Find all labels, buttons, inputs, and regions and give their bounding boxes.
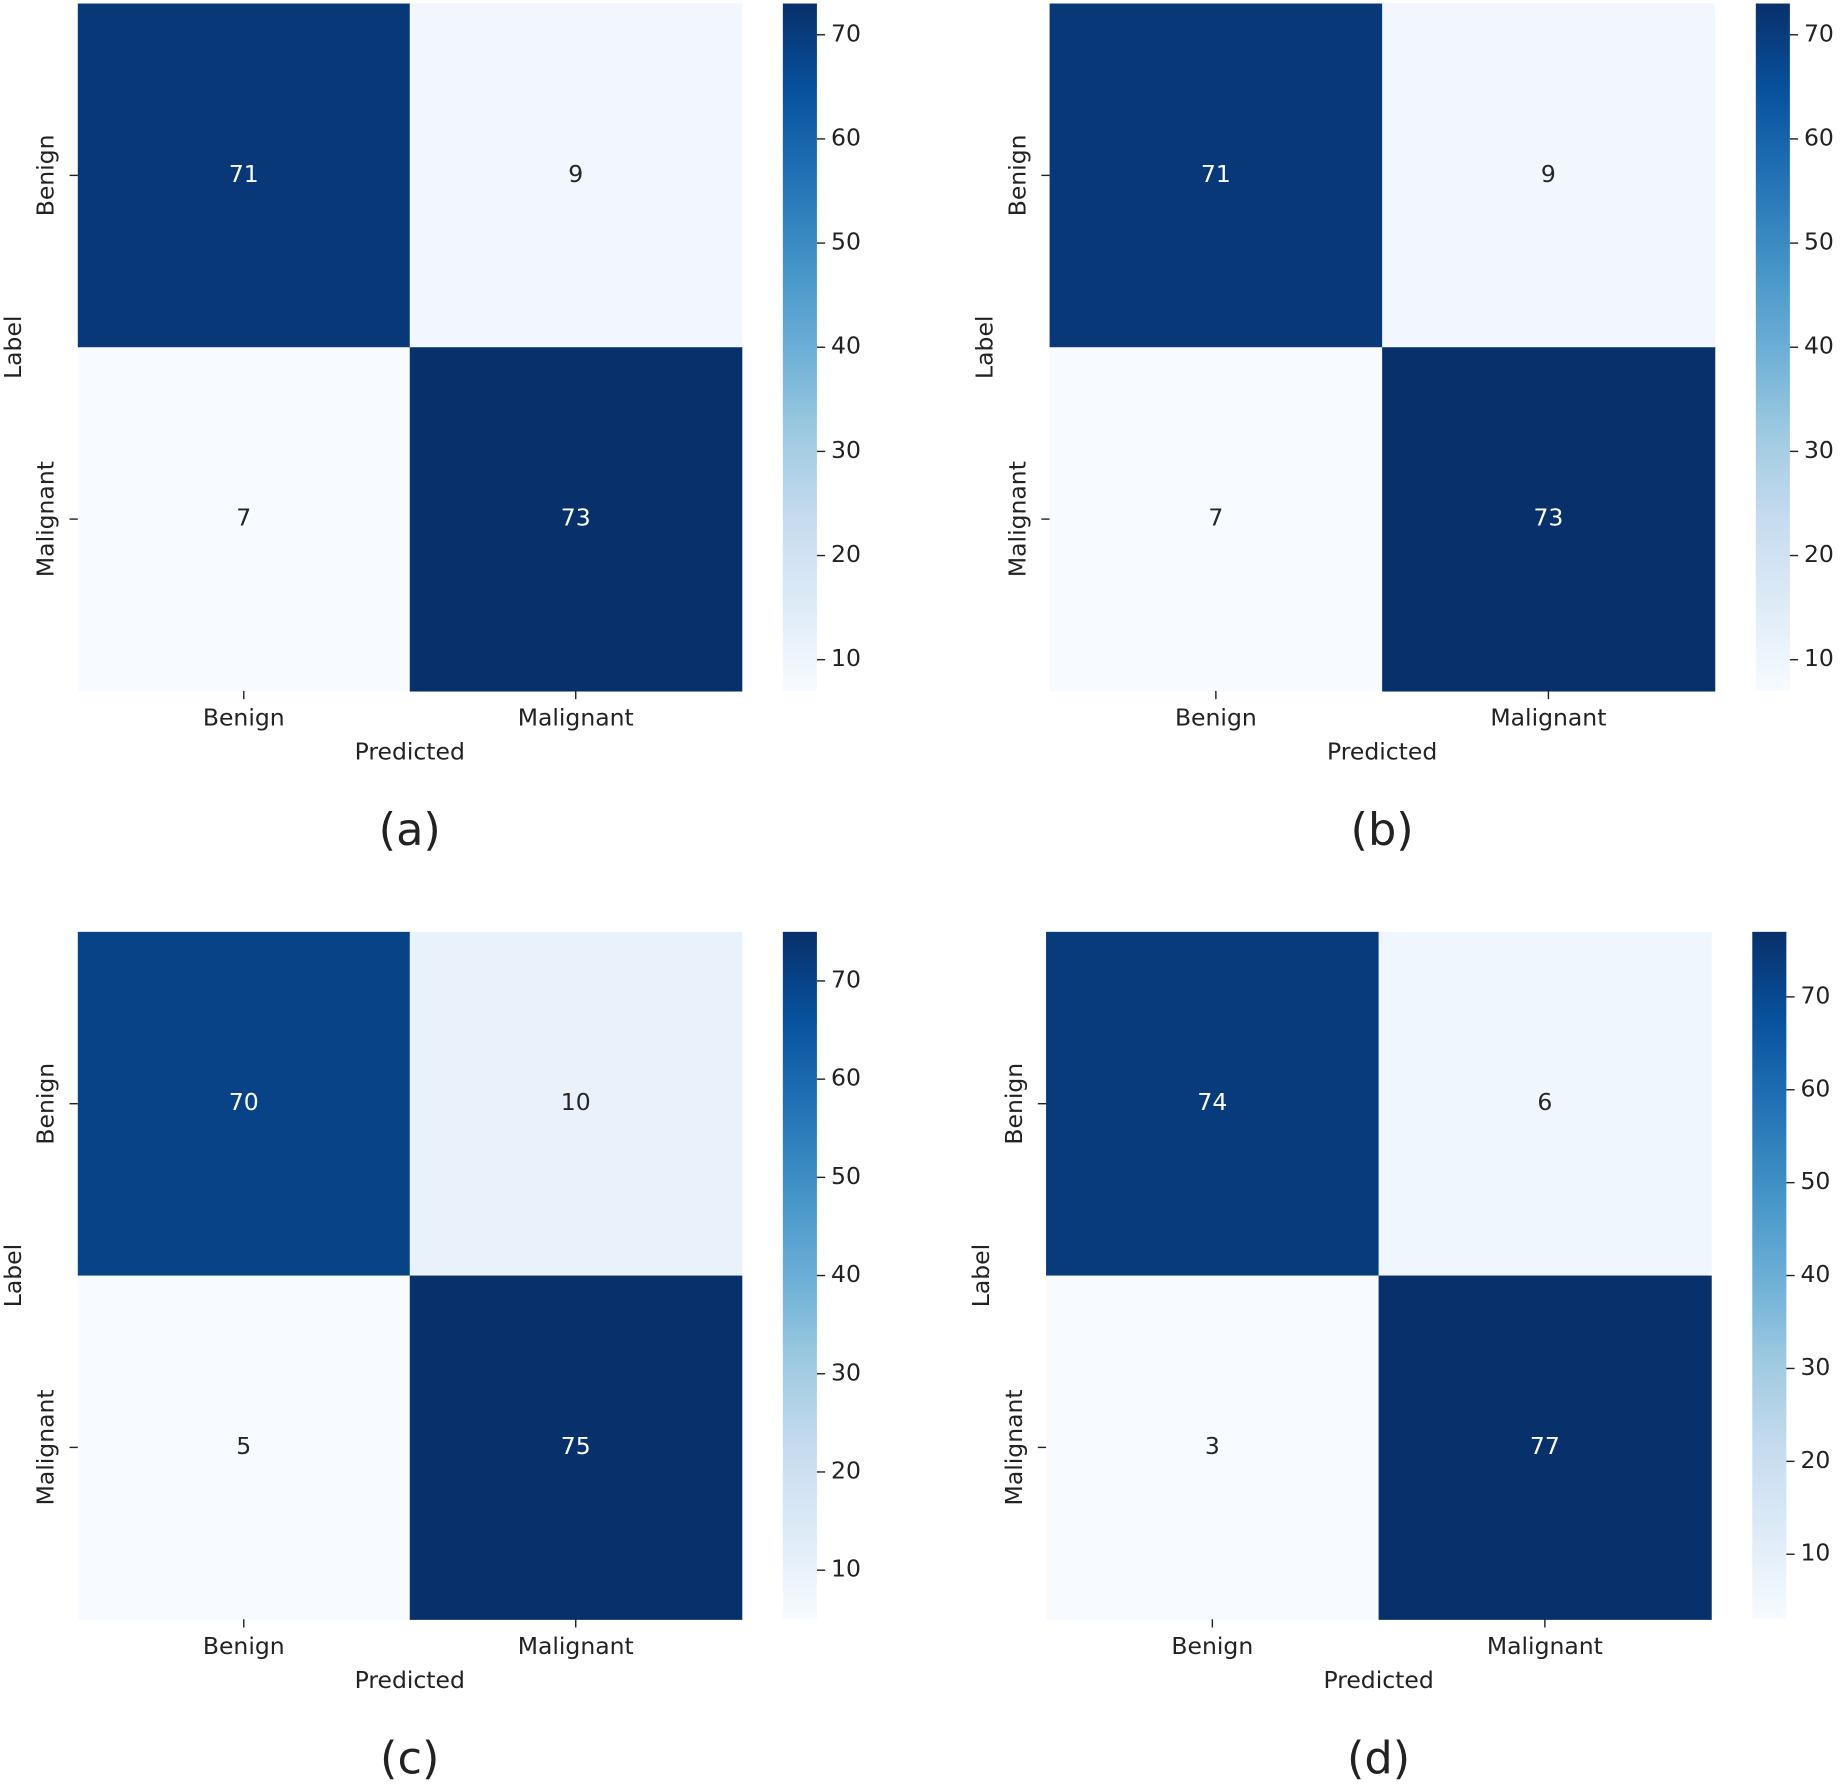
heatmap-cell <box>409 347 743 692</box>
heatmap-cell <box>1049 3 1383 348</box>
cell-label: 7 <box>236 504 251 532</box>
cell-label: 3 <box>1205 1432 1220 1460</box>
colorbar-tick-label: 70 <box>1800 981 1830 1009</box>
cell-label: 77 <box>1530 1432 1560 1460</box>
colorbar-tick-label: 50 <box>1804 228 1834 256</box>
colorbar <box>1755 3 1790 691</box>
x-tick-label: Benign <box>203 704 285 732</box>
colorbar-tick-label: 40 <box>1804 332 1834 360</box>
y-tick-label: Malignant <box>32 461 60 577</box>
x-tick-label: Benign <box>203 1632 285 1660</box>
cell-label: 6 <box>1537 1088 1552 1116</box>
cell-label: 70 <box>229 1088 259 1116</box>
panel-caption: (c) <box>380 1732 439 1784</box>
cell-label: 5 <box>236 1432 251 1460</box>
colorbar-tick-label: 60 <box>831 1064 861 1092</box>
x-tick-label: Benign <box>1175 704 1257 732</box>
colorbar-tick-label: 30 <box>831 1358 861 1386</box>
colorbar-tick-label: 70 <box>831 965 861 993</box>
cell-label: 73 <box>1533 504 1563 532</box>
colorbar-tick-label: 50 <box>831 1162 861 1190</box>
x-axis-label: Predicted <box>355 738 465 766</box>
x-tick-label: Malignant <box>1490 704 1606 732</box>
y-tick-label: Benign <box>1000 1063 1028 1145</box>
cell-label: 10 <box>561 1088 591 1116</box>
colorbar-tick-label: 20 <box>831 540 861 568</box>
colorbar <box>782 3 817 691</box>
colorbar <box>782 931 817 1620</box>
y-axis-label: Label <box>971 316 999 379</box>
colorbar-tick-label: 20 <box>1804 540 1834 568</box>
y-tick-label: Benign <box>1004 134 1032 216</box>
heatmap-cell <box>1049 347 1383 692</box>
heatmap-cell <box>1046 931 1380 1277</box>
cell-label: 9 <box>1541 160 1556 188</box>
colorbar-tick-label: 40 <box>831 332 861 360</box>
cell-label: 9 <box>568 160 583 188</box>
colorbar-tick-label: 50 <box>831 228 861 256</box>
heatmap-cell <box>1382 347 1716 692</box>
heatmap-cell <box>1046 1275 1380 1620</box>
cell-label: 71 <box>229 160 259 188</box>
colorbar-tick-label: 10 <box>1800 1539 1830 1567</box>
heatmap-cell <box>77 1275 411 1620</box>
cell-label: 71 <box>1201 160 1231 188</box>
heatmap-cell <box>409 931 743 1277</box>
y-tick-label: Benign <box>32 1063 60 1145</box>
heatmap-cell <box>77 347 411 692</box>
colorbar <box>1752 931 1787 1620</box>
cell-label: 75 <box>561 1432 591 1460</box>
heatmap-cell <box>1382 3 1716 348</box>
cell-label: 73 <box>561 504 591 532</box>
colorbar-tick-label: 30 <box>831 436 861 464</box>
colorbar-tick-label: 60 <box>1800 1074 1830 1102</box>
x-axis-label: Predicted <box>355 1666 465 1694</box>
heatmap-cell <box>1378 1275 1712 1620</box>
y-axis-label: Label <box>0 1244 27 1307</box>
heatmap-cell <box>409 1275 743 1620</box>
cell-label: 74 <box>1197 1088 1227 1116</box>
colorbar-tick-label: 60 <box>831 123 861 151</box>
heatmap-cell <box>77 931 411 1277</box>
panel-caption: (d) <box>1347 1732 1410 1784</box>
x-tick-label: Malignant <box>518 704 634 732</box>
colorbar-tick-label: 10 <box>831 644 861 672</box>
heatmap-cell <box>409 3 743 348</box>
heatmap-cell <box>1378 931 1712 1277</box>
x-tick-label: Malignant <box>518 1632 634 1660</box>
colorbar-tick-label: 70 <box>831 19 861 47</box>
colorbar-tick-label: 30 <box>1804 436 1834 464</box>
colorbar-tick-label: 30 <box>1800 1353 1830 1381</box>
x-tick-label: Malignant <box>1487 1632 1603 1660</box>
panel-caption: (a) <box>379 804 441 856</box>
x-tick-label: Benign <box>1171 1632 1253 1660</box>
colorbar-tick-label: 40 <box>831 1260 861 1288</box>
colorbar-tick-label: 20 <box>831 1456 861 1484</box>
x-axis-label: Predicted <box>1327 738 1437 766</box>
colorbar-tick-label: 10 <box>1804 644 1834 672</box>
colorbar-tick-label: 50 <box>1800 1167 1830 1195</box>
y-tick-label: Malignant <box>32 1389 60 1505</box>
y-tick-label: Malignant <box>1000 1389 1028 1505</box>
heatmap-cell <box>77 3 411 348</box>
colorbar-tick-label: 20 <box>1800 1446 1830 1474</box>
colorbar-tick-label: 40 <box>1800 1260 1830 1288</box>
cell-label: 7 <box>1208 504 1223 532</box>
colorbar-tick-label: 60 <box>1804 123 1834 151</box>
panel-caption: (b) <box>1351 804 1414 856</box>
y-tick-label: Malignant <box>1004 461 1032 577</box>
y-tick-label: Benign <box>32 134 60 216</box>
y-axis-label: Label <box>0 316 27 379</box>
colorbar-tick-label: 10 <box>831 1555 861 1583</box>
x-axis-label: Predicted <box>1323 1666 1433 1694</box>
y-axis-label: Label <box>967 1244 995 1307</box>
colorbar-tick-label: 70 <box>1804 19 1834 47</box>
